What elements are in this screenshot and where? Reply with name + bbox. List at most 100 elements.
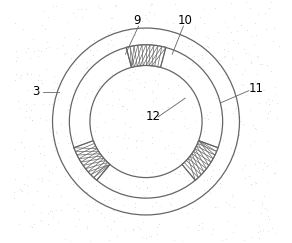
Point <box>234 106 239 110</box>
Point <box>254 33 258 37</box>
Point <box>252 139 256 143</box>
Point <box>223 54 228 58</box>
Point <box>48 209 52 213</box>
Point <box>131 46 135 50</box>
Point <box>132 97 136 101</box>
Point <box>265 229 270 233</box>
Point <box>14 49 18 52</box>
Point <box>182 204 187 208</box>
Point <box>243 51 248 55</box>
Point <box>72 58 77 62</box>
Point <box>187 68 192 71</box>
Point <box>196 135 201 139</box>
Point <box>136 186 141 190</box>
Point <box>54 4 58 8</box>
Point <box>93 200 98 204</box>
Point <box>119 188 123 192</box>
Point <box>155 232 160 236</box>
Point <box>186 44 190 48</box>
Point <box>218 182 223 186</box>
Point <box>99 84 104 87</box>
Point <box>268 69 273 72</box>
Point <box>124 86 128 90</box>
Point <box>248 87 253 91</box>
Point <box>107 205 112 209</box>
Point <box>29 225 34 229</box>
Point <box>28 108 33 112</box>
Point <box>82 154 87 158</box>
Point <box>133 184 138 188</box>
Point <box>63 51 68 55</box>
Point <box>106 150 110 154</box>
Point <box>208 148 213 151</box>
Point <box>248 108 252 112</box>
Point <box>70 136 75 139</box>
Point <box>138 227 143 231</box>
Point <box>17 106 21 110</box>
Point <box>263 27 268 31</box>
Point <box>39 219 44 223</box>
Text: 3: 3 <box>32 85 39 98</box>
Text: 12: 12 <box>146 110 161 123</box>
Point <box>55 46 59 50</box>
Point <box>66 141 70 145</box>
Point <box>232 205 237 209</box>
Point <box>83 95 88 99</box>
Point <box>185 211 190 215</box>
Point <box>208 110 212 114</box>
Point <box>106 42 110 46</box>
Point <box>164 64 168 68</box>
Point <box>86 161 90 165</box>
Point <box>138 64 142 68</box>
Point <box>126 73 131 77</box>
Polygon shape <box>126 45 166 67</box>
Point <box>84 76 88 80</box>
Point <box>187 165 192 169</box>
Point <box>169 130 174 134</box>
Point <box>153 96 158 100</box>
Point <box>106 53 111 57</box>
Text: 11: 11 <box>249 82 264 95</box>
Point <box>51 4 55 8</box>
Point <box>186 158 190 162</box>
Point <box>265 63 269 67</box>
Point <box>42 163 47 167</box>
Point <box>102 198 107 202</box>
Point <box>241 238 246 242</box>
Point <box>67 141 72 145</box>
Point <box>86 112 91 116</box>
Point <box>110 72 114 76</box>
Point <box>130 170 135 174</box>
Point <box>104 176 108 180</box>
Point <box>134 139 138 143</box>
Point <box>223 237 228 241</box>
Point <box>145 185 150 189</box>
Point <box>268 109 273 113</box>
Point <box>94 177 99 181</box>
Point <box>77 217 82 221</box>
Point <box>258 62 262 66</box>
Point <box>87 239 92 243</box>
Point <box>178 145 182 149</box>
Point <box>122 136 127 140</box>
Point <box>251 198 256 202</box>
Point <box>253 90 257 94</box>
Point <box>66 109 71 113</box>
Point <box>268 0 273 4</box>
Point <box>266 214 271 218</box>
Point <box>191 54 196 58</box>
Point <box>159 204 164 208</box>
Point <box>47 169 51 173</box>
Point <box>76 37 81 41</box>
Point <box>155 27 159 31</box>
Point <box>37 116 42 120</box>
Point <box>35 54 40 58</box>
Point <box>206 36 211 40</box>
Point <box>150 2 154 6</box>
Point <box>73 16 78 19</box>
Point <box>61 43 65 47</box>
Point <box>168 151 173 155</box>
Point <box>236 134 241 138</box>
Point <box>267 6 272 10</box>
Point <box>45 40 50 43</box>
